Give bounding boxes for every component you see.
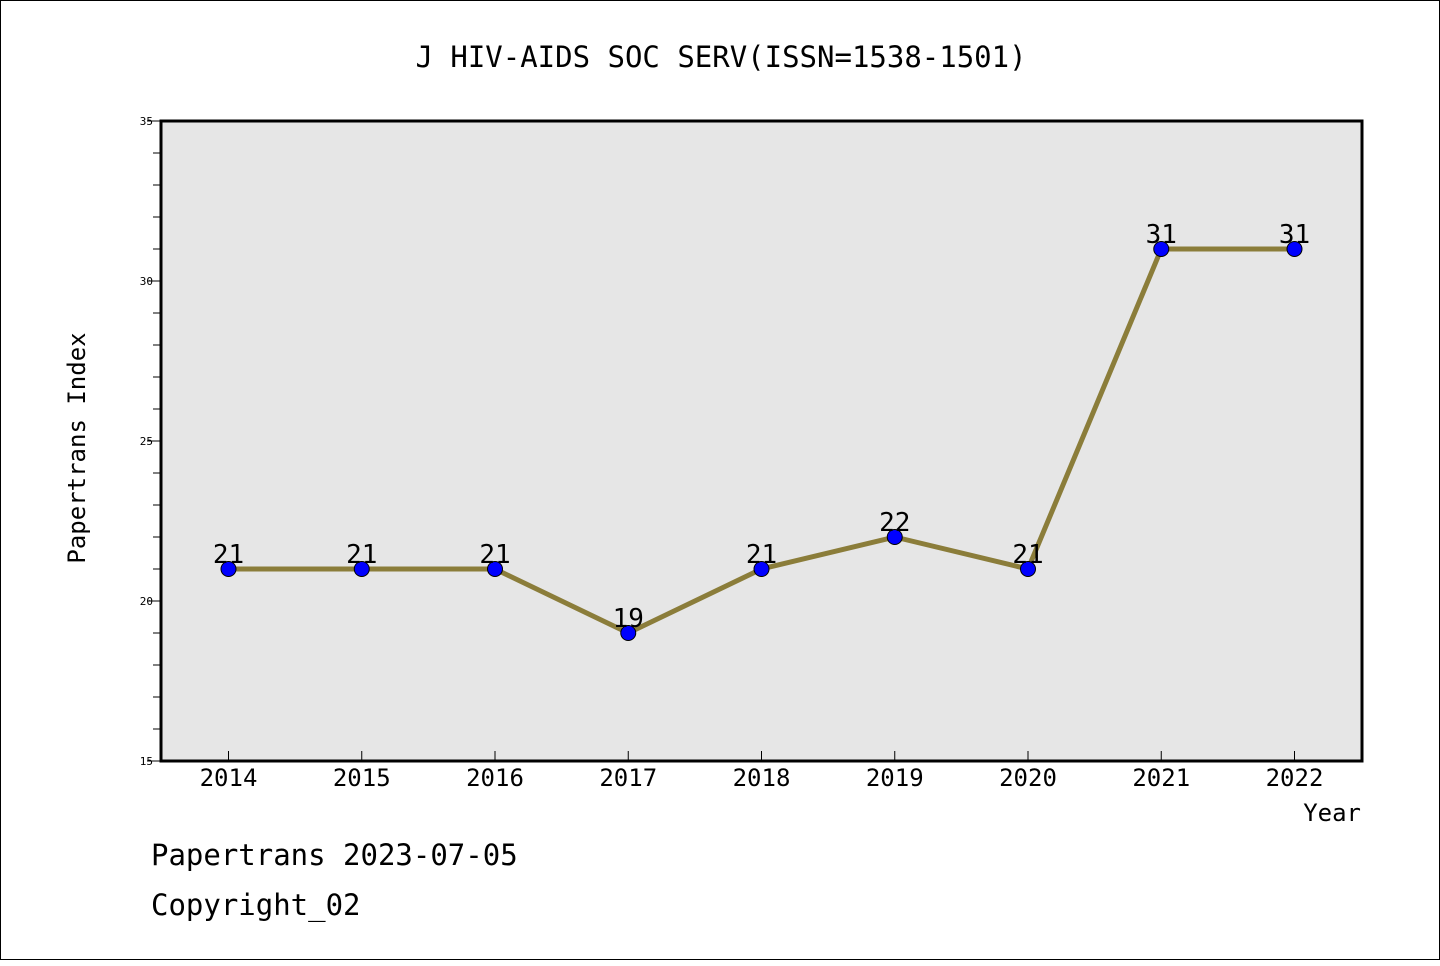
data-point: [1020, 561, 1036, 577]
data-label: 21: [746, 540, 777, 570]
x-tick-label: 2021: [1132, 764, 1190, 792]
data-point: [487, 561, 503, 577]
x-tick-label: 2018: [733, 764, 791, 792]
x-axis-ticks: 2014 2015 2016 2017 2018 2019 2020 2021 2022: [200, 751, 1324, 792]
x-tick-label: 2019: [866, 764, 924, 792]
x-tick-label: 2022: [1266, 764, 1324, 792]
chart-title: J HIV-AIDS SOC SERV(ISSN=1538-1501): [415, 40, 1026, 74]
plot-area: [159, 119, 1364, 763]
footer-copyright: Copyright_02: [151, 888, 361, 923]
data-point: [353, 561, 370, 577]
data-label: 22: [879, 508, 910, 538]
footer-date: Papertrans 2023-07-05: [151, 838, 518, 872]
data-point: [753, 561, 770, 577]
x-tick-label: 2015: [333, 764, 391, 792]
y-tick-label: 30: [140, 275, 153, 288]
x-tick-label: 2017: [599, 764, 657, 792]
y-axis-ticks: 15 20 25 30 35: [140, 115, 161, 768]
data-label: 31: [1279, 220, 1310, 250]
data-label: 21: [346, 540, 377, 570]
data-point: [886, 529, 903, 545]
y-tick-label: 35: [140, 115, 153, 128]
y-tick-label: 25: [140, 435, 153, 448]
y-tick-label: 15: [140, 755, 153, 768]
data-label: 21: [479, 540, 510, 570]
data-point: [1153, 241, 1170, 257]
data-point: [1286, 241, 1303, 257]
x-tick-label: 2020: [999, 764, 1057, 792]
x-tick-label: 2016: [466, 764, 524, 792]
series-layer: 21 21 21 19 21 22 21 31 31: [213, 220, 1310, 641]
data-label: 21: [1012, 540, 1043, 570]
y-axis-label: Papertrans Index: [63, 332, 91, 563]
x-axis-label: Year: [1303, 799, 1361, 827]
data-label: 31: [1146, 220, 1177, 250]
y-tick-label: 20: [140, 595, 153, 608]
data-label: 19: [613, 604, 644, 634]
data-point: [220, 561, 237, 577]
data-point: [620, 625, 637, 641]
x-tick-label: 2014: [200, 764, 258, 792]
data-label: 21: [213, 540, 244, 570]
